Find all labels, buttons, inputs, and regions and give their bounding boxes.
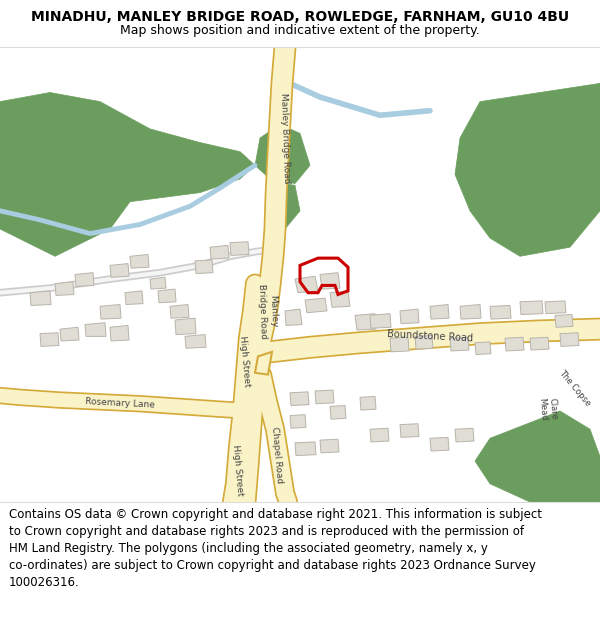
Polygon shape [295, 442, 316, 456]
Polygon shape [100, 304, 121, 319]
Polygon shape [315, 390, 334, 404]
Polygon shape [40, 332, 59, 346]
Polygon shape [255, 352, 272, 374]
Polygon shape [320, 272, 340, 289]
Polygon shape [268, 182, 300, 229]
Polygon shape [85, 322, 106, 336]
Polygon shape [460, 304, 481, 319]
Polygon shape [230, 242, 249, 256]
Polygon shape [430, 438, 449, 451]
Text: Manley Bridge Road: Manley Bridge Road [279, 92, 291, 184]
Text: Manley
Bridge Road: Manley Bridge Road [257, 283, 278, 339]
Polygon shape [290, 392, 309, 406]
Polygon shape [195, 260, 213, 274]
Polygon shape [175, 318, 196, 334]
Polygon shape [110, 326, 129, 341]
Polygon shape [545, 301, 566, 314]
Polygon shape [455, 428, 474, 442]
Polygon shape [450, 338, 469, 351]
Polygon shape [530, 338, 549, 350]
Polygon shape [255, 124, 310, 184]
Polygon shape [60, 328, 79, 341]
Polygon shape [560, 332, 579, 346]
Polygon shape [430, 304, 449, 319]
Text: Clare
Mead: Clare Mead [538, 397, 559, 421]
Polygon shape [295, 276, 318, 292]
Text: Contains OS data © Crown copyright and database right 2021. This information is : Contains OS data © Crown copyright and d… [9, 508, 542, 589]
Polygon shape [555, 314, 573, 328]
Polygon shape [185, 334, 206, 348]
Polygon shape [75, 272, 94, 286]
Text: Map shows position and indicative extent of the property.: Map shows position and indicative extent… [120, 24, 480, 37]
Polygon shape [330, 291, 350, 308]
Polygon shape [158, 289, 176, 302]
Polygon shape [110, 264, 129, 278]
Polygon shape [125, 291, 143, 304]
Polygon shape [290, 414, 306, 428]
Text: High Street: High Street [231, 444, 245, 496]
Text: Chapel Road: Chapel Road [270, 426, 284, 484]
Polygon shape [30, 291, 51, 306]
Text: The Copse: The Copse [557, 368, 593, 408]
Polygon shape [150, 278, 166, 289]
Polygon shape [370, 428, 389, 442]
Polygon shape [505, 338, 524, 351]
Polygon shape [355, 314, 376, 330]
Text: Rosemary Lane: Rosemary Lane [85, 398, 155, 410]
Polygon shape [305, 298, 327, 312]
Polygon shape [490, 306, 511, 319]
Polygon shape [370, 314, 391, 328]
Polygon shape [55, 282, 74, 296]
Polygon shape [210, 246, 229, 259]
Polygon shape [330, 406, 346, 419]
Text: High Street: High Street [238, 335, 252, 387]
Polygon shape [520, 301, 543, 314]
Text: Boundstone Road: Boundstone Road [387, 329, 473, 344]
Polygon shape [400, 424, 419, 438]
Polygon shape [415, 336, 433, 349]
Polygon shape [400, 309, 419, 324]
Polygon shape [285, 309, 302, 326]
Polygon shape [170, 304, 189, 318]
Polygon shape [360, 396, 376, 410]
Polygon shape [320, 439, 339, 453]
Text: MINADHU, MANLEY BRIDGE ROAD, ROWLEDGE, FARNHAM, GU10 4BU: MINADHU, MANLEY BRIDGE ROAD, ROWLEDGE, F… [31, 11, 569, 24]
Polygon shape [130, 254, 149, 268]
Polygon shape [475, 342, 491, 354]
Polygon shape [475, 411, 600, 502]
Polygon shape [0, 92, 255, 256]
Polygon shape [455, 83, 600, 256]
Polygon shape [390, 338, 409, 352]
